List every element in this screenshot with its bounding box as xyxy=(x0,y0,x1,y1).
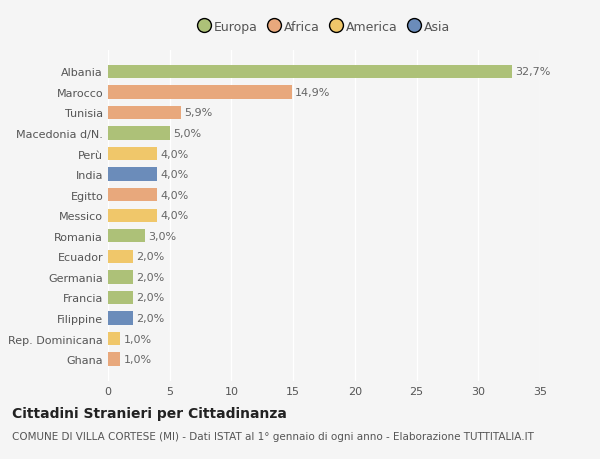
Text: 4,0%: 4,0% xyxy=(160,170,189,180)
Bar xyxy=(108,353,121,366)
Text: 4,0%: 4,0% xyxy=(160,149,189,159)
Text: 5,0%: 5,0% xyxy=(173,129,201,139)
Text: 32,7%: 32,7% xyxy=(515,67,550,77)
Legend: Europa, Africa, America, Asia: Europa, Africa, America, Asia xyxy=(194,17,454,38)
Text: Cittadini Stranieri per Cittadinanza: Cittadini Stranieri per Cittadinanza xyxy=(12,406,287,420)
Bar xyxy=(108,168,157,181)
Text: 1,0%: 1,0% xyxy=(124,354,152,364)
Bar xyxy=(108,147,157,161)
Bar xyxy=(108,106,181,120)
Bar xyxy=(108,86,292,99)
Text: 3,0%: 3,0% xyxy=(148,231,176,241)
Bar xyxy=(108,127,170,140)
Bar xyxy=(108,312,133,325)
Bar xyxy=(108,209,157,223)
Text: 2,0%: 2,0% xyxy=(136,272,164,282)
Text: 2,0%: 2,0% xyxy=(136,313,164,323)
Bar xyxy=(108,189,157,202)
Text: 1,0%: 1,0% xyxy=(124,334,152,344)
Text: 14,9%: 14,9% xyxy=(295,88,331,98)
Text: 2,0%: 2,0% xyxy=(136,252,164,262)
Text: 4,0%: 4,0% xyxy=(160,211,189,221)
Bar xyxy=(108,230,145,243)
Text: 5,9%: 5,9% xyxy=(184,108,212,118)
Text: 4,0%: 4,0% xyxy=(160,190,189,200)
Bar xyxy=(108,291,133,304)
Bar xyxy=(108,66,512,79)
Bar xyxy=(108,271,133,284)
Text: COMUNE DI VILLA CORTESE (MI) - Dati ISTAT al 1° gennaio di ogni anno - Elaborazi: COMUNE DI VILLA CORTESE (MI) - Dati ISTA… xyxy=(12,431,534,442)
Bar xyxy=(108,250,133,263)
Text: 2,0%: 2,0% xyxy=(136,293,164,303)
Bar xyxy=(108,332,121,346)
